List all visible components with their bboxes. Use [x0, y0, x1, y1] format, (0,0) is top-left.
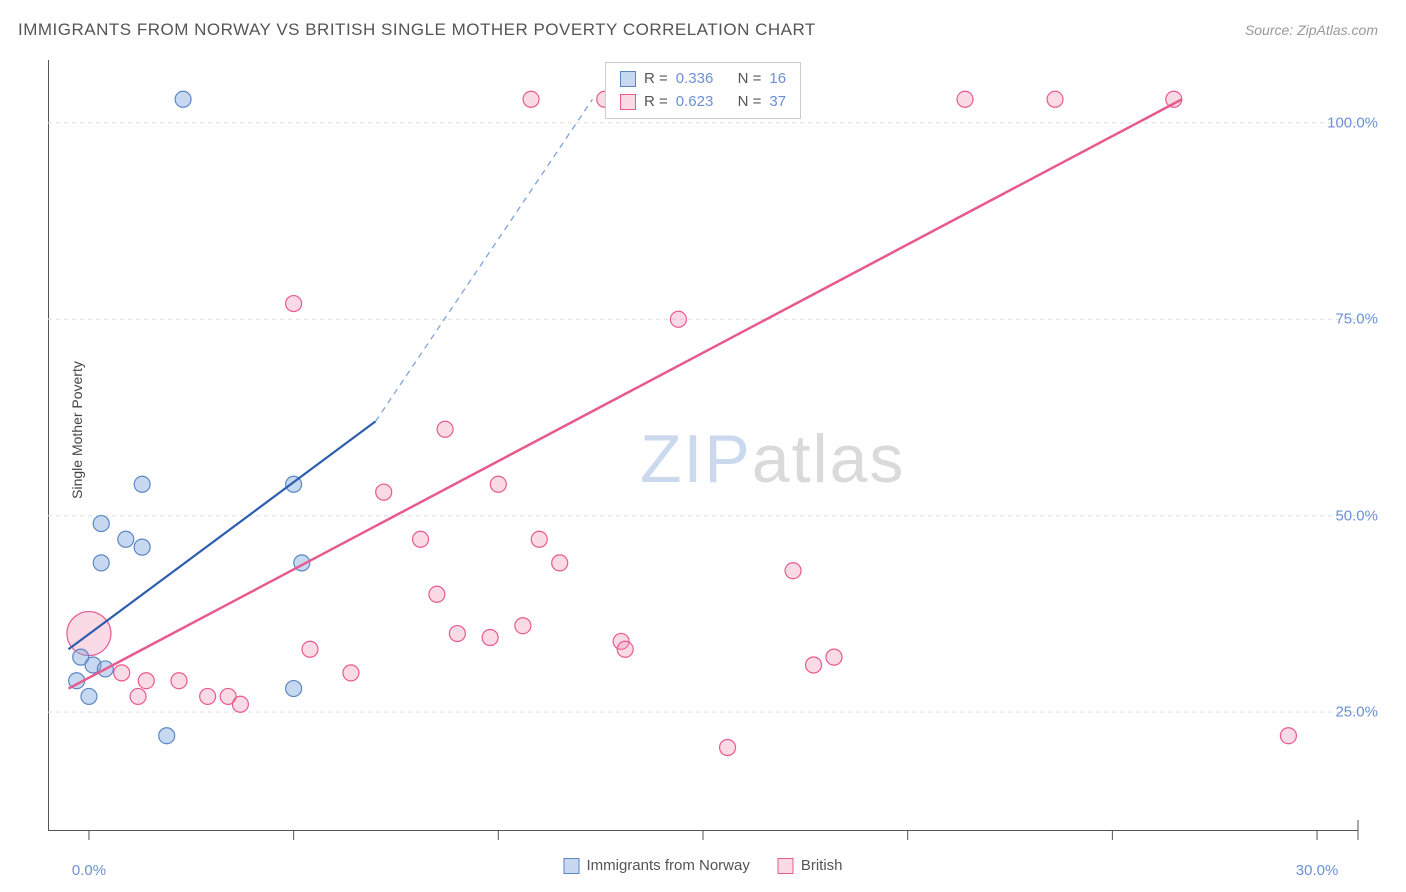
- scatter-plot: [48, 60, 1358, 830]
- legend-item: Immigrants from Norway: [563, 857, 749, 874]
- stats-n-value: 37: [769, 91, 786, 114]
- chart-title: IMMIGRANTS FROM NORWAY VS BRITISH SINGLE…: [18, 20, 816, 40]
- stats-r-label: R =: [644, 68, 668, 91]
- x-tick-label: 0.0%: [72, 862, 106, 879]
- correlation-stats-box: R = 0.336 N = 16R = 0.623 N = 37: [605, 62, 801, 119]
- stats-n-label: N =: [738, 91, 762, 114]
- stats-n-label: N =: [738, 68, 762, 91]
- stats-swatch-icon: [620, 94, 636, 110]
- y-tick-label: 75.0%: [1335, 311, 1378, 328]
- stats-r-value: 0.336: [676, 68, 714, 91]
- y-tick-label: 25.0%: [1335, 704, 1378, 721]
- legend: Immigrants from Norway British: [563, 857, 842, 874]
- y-tick-label: 100.0%: [1327, 114, 1378, 131]
- legend-swatch-icon: [563, 858, 579, 874]
- legend-item: British: [778, 857, 843, 874]
- stats-swatch-icon: [620, 71, 636, 87]
- stats-n-value: 16: [769, 68, 786, 91]
- stats-row: R = 0.623 N = 37: [620, 91, 786, 114]
- stats-r-label: R =: [644, 91, 668, 114]
- chart-container: IMMIGRANTS FROM NORWAY VS BRITISH SINGLE…: [0, 0, 1406, 892]
- stats-row: R = 0.336 N = 16: [620, 68, 786, 91]
- legend-label: British: [801, 857, 843, 874]
- source-attribution: Source: ZipAtlas.com: [1245, 22, 1378, 38]
- y-tick-label: 50.0%: [1335, 507, 1378, 524]
- x-tick-label: 30.0%: [1296, 862, 1339, 879]
- legend-label: Immigrants from Norway: [586, 857, 749, 874]
- stats-r-value: 0.623: [676, 91, 714, 114]
- legend-swatch-icon: [778, 858, 794, 874]
